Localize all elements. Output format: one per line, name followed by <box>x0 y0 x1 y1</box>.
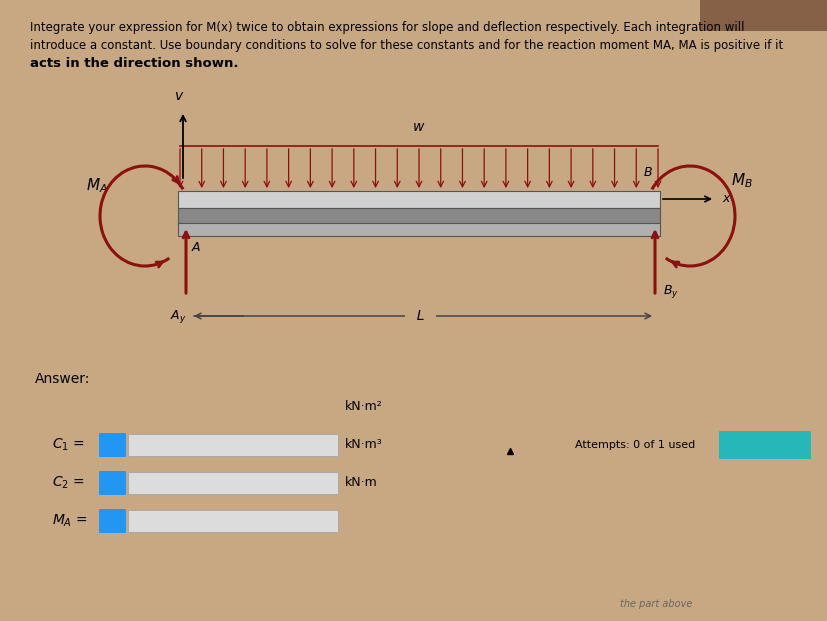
Text: v: v <box>174 89 183 103</box>
Bar <box>128 472 337 494</box>
Bar <box>178 224 659 236</box>
Bar <box>178 208 659 224</box>
Text: introduce a constant. Use boundary conditions to solve for these constants and f: introduce a constant. Use boundary condi… <box>30 39 782 52</box>
Text: $M_A$ =: $M_A$ = <box>52 513 88 529</box>
Text: i: i <box>111 478 114 488</box>
Text: $B_y$: $B_y$ <box>662 283 678 299</box>
Text: $M_B$: $M_B$ <box>730 171 752 191</box>
Text: L: L <box>408 309 433 323</box>
Text: kN·m²: kN·m² <box>345 401 382 414</box>
Bar <box>178 191 659 208</box>
FancyBboxPatch shape <box>99 433 126 457</box>
Bar <box>128 510 337 532</box>
Text: the part above: the part above <box>619 599 691 609</box>
Text: Attempts: 0 of 1 used: Attempts: 0 of 1 used <box>574 440 695 450</box>
Text: B: B <box>643 166 651 179</box>
Text: i: i <box>111 516 114 526</box>
Text: kN·m: kN·m <box>345 476 377 489</box>
Text: kN·m³: kN·m³ <box>345 438 382 451</box>
FancyBboxPatch shape <box>718 431 810 459</box>
FancyBboxPatch shape <box>99 509 126 533</box>
Text: acts in the direction shown.: acts in the direction shown. <box>30 57 238 70</box>
Text: i: i <box>111 440 114 450</box>
Text: Answer:: Answer: <box>35 372 90 386</box>
Bar <box>128 434 337 456</box>
Text: w: w <box>413 120 424 134</box>
Text: x: x <box>721 193 729 206</box>
Text: Submit A: Submit A <box>738 440 791 450</box>
Text: $M_A$: $M_A$ <box>86 176 108 196</box>
Text: $C_1$ =: $C_1$ = <box>52 437 84 453</box>
Text: A: A <box>192 241 200 254</box>
Bar <box>699 0 827 31</box>
Text: $C_2$ =: $C_2$ = <box>52 475 84 491</box>
Text: $A_y$: $A_y$ <box>170 308 186 325</box>
Text: Integrate your expression for M(x) twice to obtain expressions for slope and def: Integrate your expression for M(x) twice… <box>30 21 743 34</box>
FancyBboxPatch shape <box>99 471 126 495</box>
